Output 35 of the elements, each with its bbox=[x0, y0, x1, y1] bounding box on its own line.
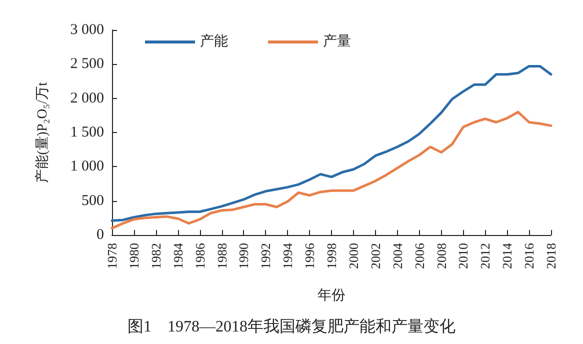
x-tick-label: 1996 bbox=[302, 242, 318, 269]
y-tick-label: 1 500 bbox=[70, 124, 104, 140]
y-tick-label: 2 000 bbox=[70, 90, 104, 106]
x-axis-title: 年份 bbox=[318, 288, 346, 304]
y-tick-label: 0 bbox=[96, 227, 104, 243]
text: 图1 1978—2018年我国磷复肥产能和产量变化 bbox=[128, 318, 456, 336]
y-tick-label: 3 000 bbox=[70, 22, 104, 38]
y-tick-label: 500 bbox=[82, 192, 104, 209]
x-tick-label: 1984 bbox=[170, 242, 186, 269]
x-tick-label: 2014 bbox=[500, 242, 515, 269]
x-tick-label: 2010 bbox=[456, 243, 471, 269]
x-tick-label: 1982 bbox=[148, 243, 164, 269]
x-tick-label: 1994 bbox=[280, 242, 296, 269]
x-tick-label: 2018 bbox=[544, 243, 558, 269]
x-tick-label: 2002 bbox=[368, 243, 383, 269]
x-tick-label: 1980 bbox=[126, 243, 142, 269]
x-tick-label: 1988 bbox=[214, 243, 230, 269]
legend-label: 产量 bbox=[323, 34, 351, 50]
x-tick-label: 2012 bbox=[478, 243, 493, 269]
y-tick-label: 2 500 bbox=[70, 56, 104, 72]
x-tick-label: 1992 bbox=[258, 243, 274, 269]
x-tick-label: 1978 bbox=[104, 243, 120, 269]
x-tick-label: 2008 bbox=[434, 243, 449, 269]
x-tick-label: 1998 bbox=[324, 243, 339, 269]
legend-label: 产能 bbox=[200, 34, 228, 50]
x-tick-label: 2016 bbox=[522, 242, 537, 269]
x-tick-label: 1986 bbox=[192, 242, 208, 269]
line-series bbox=[110, 64, 552, 222]
y-axis-title: 产能(量)P₂O₅/万t bbox=[34, 82, 50, 183]
x-tick-label: 2004 bbox=[390, 242, 405, 269]
x-tick-label: 2006 bbox=[412, 242, 427, 269]
x-tick-label: 1990 bbox=[236, 243, 252, 269]
x-tick-label: 2000 bbox=[346, 243, 361, 269]
y-tick-label: 1 000 bbox=[70, 158, 104, 175]
line-series bbox=[110, 110, 552, 230]
